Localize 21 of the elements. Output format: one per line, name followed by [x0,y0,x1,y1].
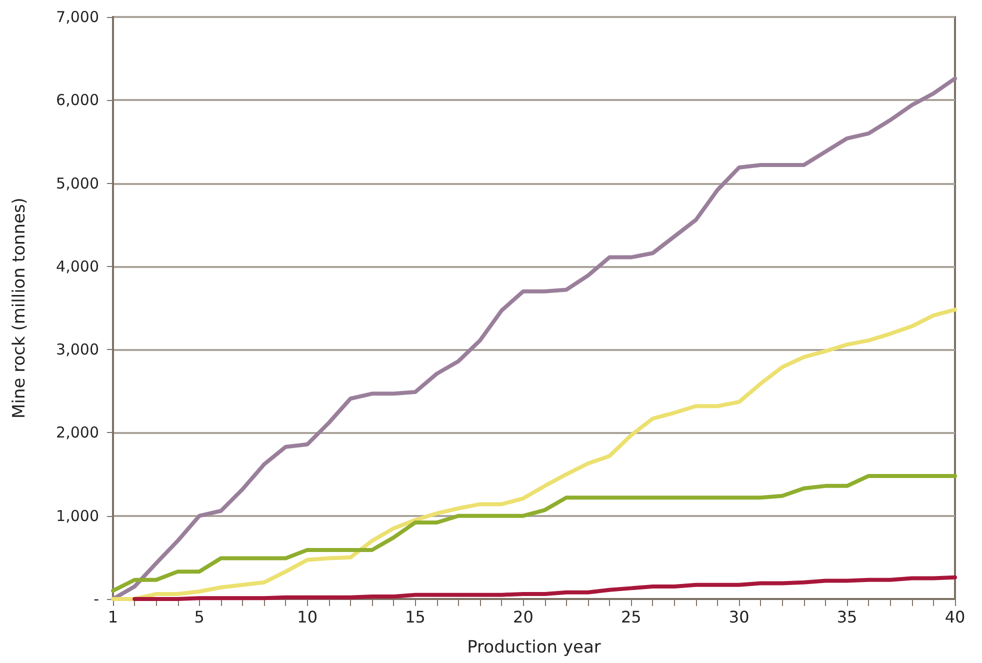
x-tick-label: 25 [620,608,642,626]
x-tick-label: 40 [944,608,966,626]
y-tick-label: - [94,590,99,608]
x-tick-label: 15 [405,608,426,626]
y-axis-title: Mine rock (million tonnes) [10,198,30,418]
y-tick-label: 2,000 [56,424,99,442]
x-tick-label: 5 [194,608,204,626]
x-tick-label: 1 [108,608,118,626]
x-tick-label: 30 [728,608,750,626]
line-series [132,575,957,601]
line-series [111,474,957,593]
x-tick-label: 20 [513,608,534,626]
x-tick-label: 35 [836,608,858,626]
y-tick-label: 5,000 [56,174,99,192]
y-tick-label: 4,000 [56,257,99,276]
y-tick-label: 1,000 [56,506,99,525]
x-axis-title: Production year [467,638,601,658]
y-tick-label: 7,000 [56,8,99,26]
y-tick-label: 6,000 [56,91,99,110]
y-tick-label: 3,000 [56,340,99,359]
x-tick-label: 10 [297,608,318,626]
